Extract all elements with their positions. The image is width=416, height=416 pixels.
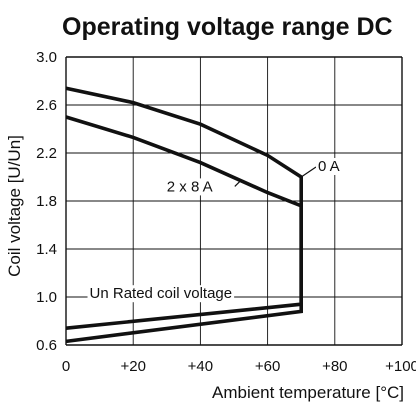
chart-title: Operating voltage range DC xyxy=(62,13,393,41)
tick-label-layer: 0 +20 +40 +60 +80 +100 0.6 1.0 1.4 1.8 2.2 2.6 3.0 xyxy=(36,49,416,375)
y-tick-label: 1.4 xyxy=(36,241,57,258)
x-tick-label: +60 xyxy=(255,358,280,375)
series-layer xyxy=(65,86,303,344)
y-tick-label: 1.0 xyxy=(36,289,57,306)
series-line-two-x-eight-a xyxy=(65,115,303,344)
y-axis-label: Coil voltage [U/Un] xyxy=(5,135,24,277)
annotation-layer: 0 A 2 x 8 A Un Rated coil voltage xyxy=(87,158,342,303)
annotation-zero-a-leader xyxy=(300,166,317,178)
y-tick-label: 1.8 xyxy=(36,193,57,210)
y-tick-label: 2.6 xyxy=(36,97,57,114)
annotation-two-x-eight-a-background xyxy=(164,178,215,196)
annotation-zero-a-background xyxy=(316,158,342,175)
y-tick-label: 0.6 xyxy=(36,337,57,354)
x-axis-label: Ambient temperature [°C] xyxy=(212,383,404,402)
annotation-rated-voltage-background xyxy=(87,285,235,303)
x-tick-label: 0 xyxy=(62,358,70,375)
x-tick-label: +80 xyxy=(322,358,347,375)
y-tick-label: 2.2 xyxy=(36,145,57,162)
annotation-two-x-eight-a: 2 x 8 A xyxy=(167,178,213,195)
x-tick-label: +20 xyxy=(120,358,145,375)
x-tick-label: +40 xyxy=(188,358,213,375)
x-tick-label: +100 xyxy=(385,358,416,375)
grid-layer xyxy=(65,56,403,346)
y-tick-label: 3.0 xyxy=(36,49,57,66)
annotation-rated-voltage: Un Rated coil voltage xyxy=(90,285,233,302)
annotation-zero-a: 0 A xyxy=(318,158,340,175)
annotation-two-x-eight-a-leader xyxy=(234,180,242,187)
